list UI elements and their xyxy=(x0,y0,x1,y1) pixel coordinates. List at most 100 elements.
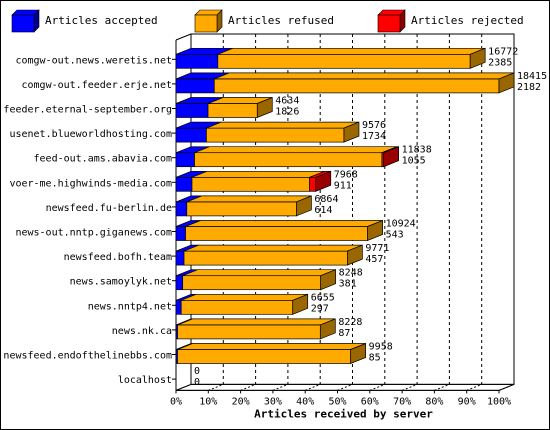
x-tick-label: 100% xyxy=(487,396,511,407)
bar-segment-side xyxy=(292,293,309,315)
y-tick-label: newsfeed.endofthelinebbs.com xyxy=(3,351,172,362)
bar-segment-top xyxy=(191,170,325,178)
value-label-total: 16772 xyxy=(488,46,518,57)
bar-segment xyxy=(175,226,186,241)
bar-segment-side xyxy=(320,269,337,291)
legend-label: Articles accepted xyxy=(45,14,158,27)
bar-segment xyxy=(213,78,500,94)
bar-segment-top xyxy=(186,195,312,203)
y-tick-label: usenet.blueworldhosting.com xyxy=(9,129,172,140)
bar-segment xyxy=(207,103,258,118)
bar-segment xyxy=(175,78,215,94)
value-label-accepted: 1734 xyxy=(362,131,386,142)
legend-label: Articles refused xyxy=(228,14,334,27)
floor-gridline xyxy=(337,383,353,391)
x-tick-label: 80% xyxy=(425,396,443,407)
bar-segment-top xyxy=(177,318,336,326)
bar-segment xyxy=(177,324,321,340)
value-label-accepted: 87 xyxy=(338,328,350,339)
x-tick-label: 20% xyxy=(232,396,250,407)
bar-segment xyxy=(175,53,219,69)
bar-segment-side xyxy=(498,72,515,94)
y-tick-label: feeder.eternal-september.org xyxy=(3,105,172,116)
legend-label: Articles rejected xyxy=(411,14,524,27)
value-label-total: 10924 xyxy=(386,219,416,230)
floor-gridline xyxy=(305,383,321,391)
bar-segment xyxy=(194,152,383,168)
y-tick-label: news.samoylyk.net xyxy=(70,277,172,288)
bar-segment xyxy=(185,226,368,241)
bar-segment-top xyxy=(182,269,336,277)
y-tick-label: news.nk.ca xyxy=(112,326,172,337)
value-label-total: 8228 xyxy=(338,317,362,328)
bar-segment-top xyxy=(177,343,366,350)
bar-segment-side xyxy=(367,219,383,242)
value-label-accepted: 2182 xyxy=(517,82,541,93)
bar-segment-side xyxy=(296,195,312,217)
bar-segment-side xyxy=(469,47,486,69)
bar-segment-side xyxy=(256,96,273,119)
bar-segment xyxy=(175,275,184,291)
value-label-total: 9958 xyxy=(369,342,393,353)
bar-segment xyxy=(186,201,297,217)
bar-segment-top xyxy=(206,121,360,129)
legend-swatch xyxy=(377,14,401,33)
x-tick-label: 40% xyxy=(296,396,314,407)
bar-segment-side xyxy=(315,170,332,192)
x-tick-label: 30% xyxy=(264,396,282,407)
value-label-accepted: 0 xyxy=(194,377,200,388)
floor-gridline xyxy=(369,383,385,391)
x-tick-label: 60% xyxy=(361,396,379,407)
bar-segment-top xyxy=(181,293,308,301)
bar-segment-top xyxy=(217,47,486,55)
y-tick-label: news-out.nntp.giganews.com xyxy=(15,228,172,239)
value-label-total: 9576 xyxy=(362,120,386,131)
bar-segment xyxy=(175,299,182,315)
bar-segment-side xyxy=(319,318,336,340)
bar-segment xyxy=(175,103,209,118)
value-label-accepted: 457 xyxy=(365,254,383,265)
bar-segment-side xyxy=(347,244,363,266)
y-tick-label: newsfeed.bofh.team xyxy=(64,252,172,263)
value-label-total: 0 xyxy=(194,366,200,377)
bar-segment xyxy=(183,250,348,266)
y-tick-label: voer-me.highwinds-media.com xyxy=(9,178,172,189)
bar-segment xyxy=(180,299,294,315)
value-label-accepted: 911 xyxy=(334,180,352,191)
value-label-total: 11838 xyxy=(402,145,432,156)
y-tick-label: feed-out.ams.abavia.com xyxy=(34,154,172,165)
floor-gridline xyxy=(208,383,224,391)
x-axis-title: Articles received by server xyxy=(254,407,433,420)
value-label-accepted: 297 xyxy=(311,303,329,314)
bar-segment xyxy=(177,349,352,364)
value-label-accepted: 1826 xyxy=(275,107,299,118)
value-label-total: 6864 xyxy=(314,194,338,205)
bar-segment xyxy=(175,201,188,217)
y-tick-label: comgw-out.news.weretis.net xyxy=(15,55,172,66)
bar-segment-top xyxy=(194,146,398,154)
value-label-total: 8248 xyxy=(339,268,363,279)
floor-gridline xyxy=(401,383,418,391)
value-label-accepted: 1055 xyxy=(402,156,426,167)
bar-segment xyxy=(191,176,310,192)
value-label-total: 7968 xyxy=(334,169,358,180)
y-tick-label: newsfeed.fu-berlin.de xyxy=(46,203,172,214)
bar-segment xyxy=(175,127,207,143)
bar-segment-side xyxy=(350,342,367,365)
floor-gridline xyxy=(272,383,289,391)
bar-segment-top xyxy=(214,72,515,80)
floor-gridline xyxy=(240,383,256,391)
x-tick-label: 90% xyxy=(458,396,476,407)
bar-segment-top xyxy=(185,220,383,227)
bar-segment xyxy=(309,176,317,192)
axis-corner xyxy=(175,33,192,41)
x-tick-label: 10% xyxy=(199,396,217,407)
value-label-total: 18415 xyxy=(517,71,547,82)
bar-segment-side xyxy=(343,121,360,143)
x-tick-label: 0% xyxy=(170,396,182,407)
x-tick-label: 50% xyxy=(328,396,346,407)
floor-gridline xyxy=(175,383,192,391)
y-tick-label: localhost xyxy=(118,375,172,386)
value-label-accepted: 614 xyxy=(314,205,332,216)
